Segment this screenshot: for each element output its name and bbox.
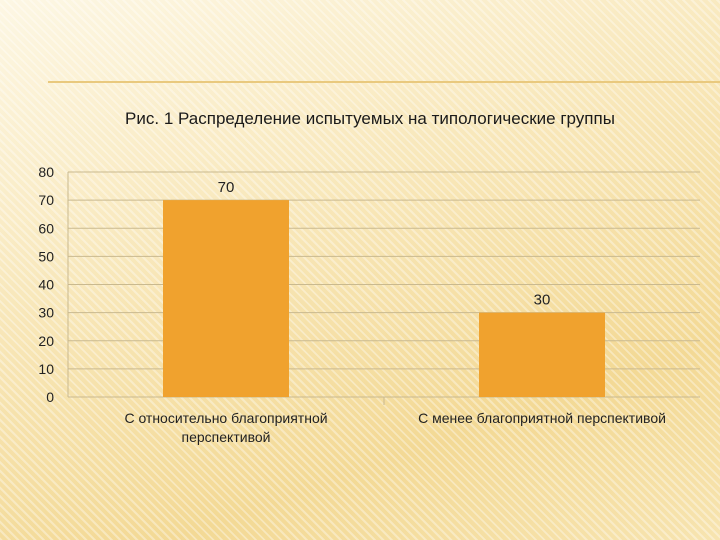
y-tick-label: 80 <box>38 164 54 180</box>
y-tick-label: 10 <box>38 361 54 377</box>
data-labels: 70 30 <box>218 179 551 309</box>
y-tick-label: 50 <box>38 248 54 264</box>
grid-lines <box>67 171 700 405</box>
x-category-label-2: С менее благоприятной перспективой <box>418 410 666 426</box>
y-tick-label: 40 <box>38 277 54 293</box>
chart-title: Рис. 1 Распределение испытуемых на типол… <box>125 109 615 128</box>
data-label-1: 70 <box>218 179 235 196</box>
bar-2 <box>479 312 605 397</box>
data-label-2: 30 <box>534 292 551 309</box>
y-axis-tick-labels: 0 10 20 30 40 50 60 70 80 <box>38 164 54 405</box>
y-tick-label: 70 <box>38 192 54 208</box>
y-tick-label: 20 <box>38 333 54 349</box>
y-tick-label: 60 <box>38 220 54 236</box>
y-tick-label: 0 <box>46 389 54 405</box>
bar-1 <box>163 200 289 397</box>
top-divider <box>48 81 720 83</box>
bars <box>163 200 605 397</box>
x-category-label-1: С относительно благоприятной перспективой <box>124 410 327 445</box>
x-axis-category-labels: С относительно благоприятной перспективой… <box>124 410 666 445</box>
y-tick-label: 30 <box>38 305 54 321</box>
